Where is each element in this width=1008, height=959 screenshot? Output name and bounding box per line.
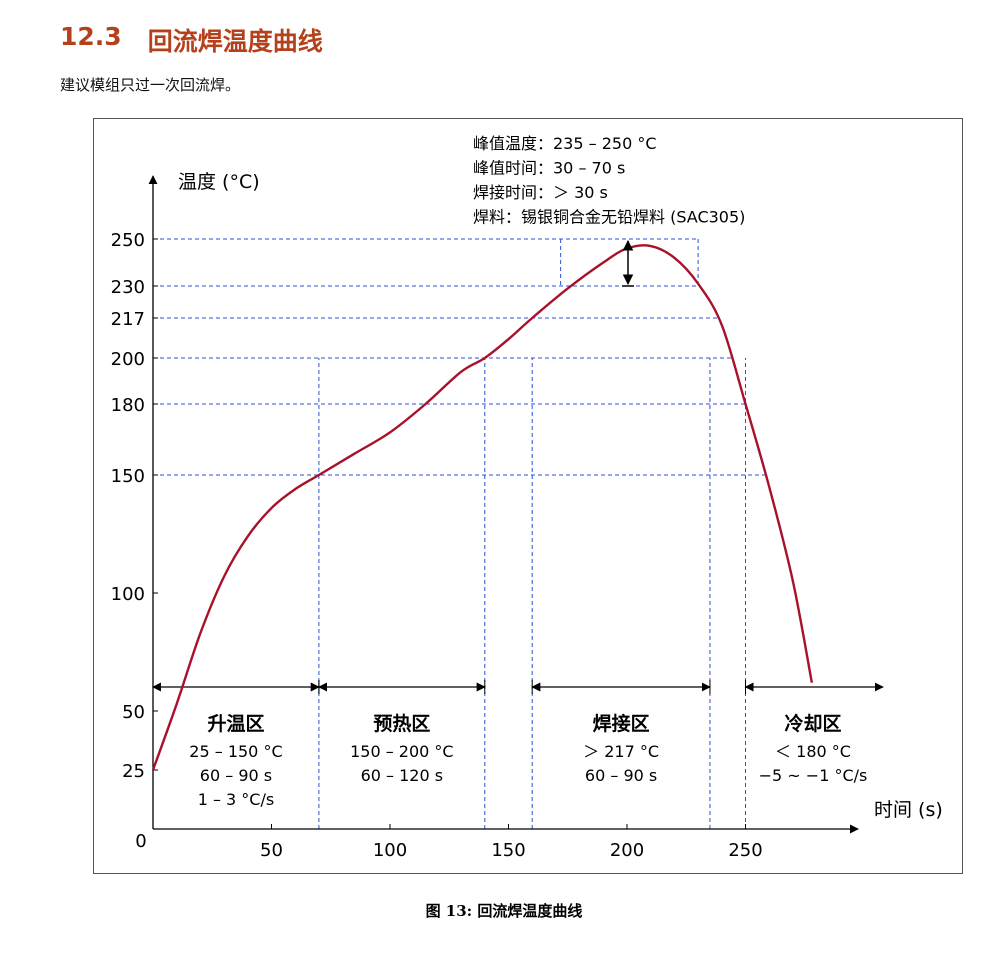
- figure-frame: [93, 118, 963, 874]
- section-number: 12.3: [60, 22, 122, 51]
- peak-note-line: 峰值温度：235 – 250 °C: [473, 134, 657, 153]
- y-tick-label: 50: [122, 702, 145, 723]
- x-tick-label: 50: [260, 840, 283, 861]
- y-tick-label: 250: [111, 230, 145, 251]
- x-tick-label: 250: [728, 840, 762, 861]
- peak-note: 峰值温度：235 – 250 °C 峰值时间：30 – 70 s 焊接时间：＞ 30…: [473, 134, 745, 227]
- section-heading: 12.3 回流焊温度曲线: [60, 22, 323, 58]
- zone-name: 升温区: [207, 713, 264, 735]
- y-tick-label: 217: [111, 309, 145, 330]
- zone-detail: 60 – 90 s: [200, 766, 272, 785]
- x-axis-label: 时间 (s): [874, 799, 943, 821]
- x-tick-label: 0: [135, 831, 146, 852]
- x-tick-label: 200: [610, 840, 644, 861]
- zone-name: 预热区: [373, 712, 430, 735]
- zone-detail: 1 – 3 °C/s: [198, 790, 275, 809]
- figure-caption: 图 13: 回流焊温度曲线: [425, 902, 583, 920]
- peak-note-line: 焊接时间：＞ 30 s: [473, 183, 608, 202]
- y-tick-label: 200: [111, 349, 145, 370]
- zone-name: 冷却区: [784, 712, 841, 735]
- peak-note-line: 焊料：锡银铜合金无铅焊料 (SAC305): [473, 208, 745, 227]
- y-tick-label: 230: [111, 277, 145, 298]
- y-tick-label: 150: [111, 466, 145, 487]
- axes: 温度 (°C) 时间 (s): [148, 171, 943, 834]
- y-tick-label: 25: [122, 761, 145, 782]
- section-title: 回流焊温度曲线: [147, 27, 323, 56]
- zone-name: 焊接区: [593, 712, 650, 735]
- zone-detail: 150 – 200 °C: [350, 742, 454, 761]
- zone-detail: 25 – 150 °C: [189, 742, 282, 761]
- tick-labels: 25 50 100 150 180 200 217 230 250 0 50 100 150 200 250: [111, 230, 763, 861]
- peak-note-line: 峰值时间：30 – 70 s: [473, 159, 625, 178]
- zone-detail: 60 – 90 s: [585, 766, 657, 785]
- zone-detail: −5 ~ −1 °C/s: [759, 766, 868, 785]
- x-tick-label: 100: [373, 840, 407, 861]
- y-tick-label: 180: [111, 395, 145, 416]
- y-tick-label: 100: [111, 584, 145, 605]
- zone-detail: 60 – 120 s: [361, 766, 444, 785]
- y-axis-label: 温度 (°C): [178, 171, 260, 193]
- x-tick-label: 150: [491, 840, 525, 861]
- zone-detail: ＜ 180 °C: [775, 742, 851, 761]
- intro-paragraph: 建议模组只过一次回流焊。: [60, 76, 241, 94]
- zone-annotations: 升温区 25 – 150 °C 60 – 90 s 1 – 3 °C/s 预热区 150 …: [152, 680, 884, 809]
- reflow-curve: [151, 244, 814, 771]
- zone-detail: ＞ 217 °C: [583, 742, 659, 761]
- guide-lines: [153, 238, 766, 829]
- curve-layer: [151, 239, 814, 771]
